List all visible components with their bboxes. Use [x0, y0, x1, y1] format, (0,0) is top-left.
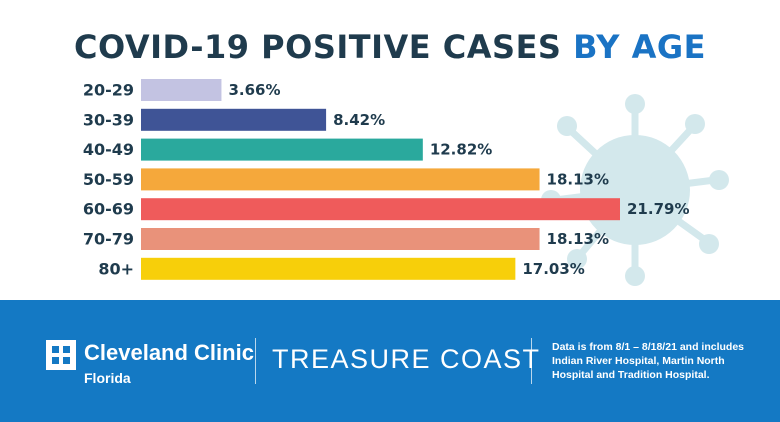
- footer-banner: Cleveland Clinic Florida TREASURE COAST …: [0, 300, 780, 422]
- bar-chart: 20-29 3.66% 30-39 8.42% 40-49 12.82% 50-59 18.1…: [83, 79, 689, 280]
- chart-title: COVID-19 POSITIVE CASES BY AGE: [0, 28, 780, 66]
- value-label: 18.13%: [547, 230, 609, 248]
- bar: [141, 108, 327, 131]
- value-label: 17.03%: [522, 260, 584, 278]
- region-name: TREASURE COAST: [272, 344, 541, 374]
- bar: [141, 168, 540, 191]
- footer-divider: [255, 338, 256, 384]
- category-label: 60-69: [83, 200, 134, 219]
- virus-icon: [541, 94, 729, 286]
- data-source-note: Data is from 8/1 – 8/18/21 and includes …: [552, 341, 744, 381]
- value-label: 12.82%: [430, 141, 492, 159]
- category-label: 80+: [98, 259, 134, 278]
- category-label: 20-29: [83, 81, 134, 100]
- category-label: 70-79: [83, 230, 134, 249]
- title-accent: BY AGE: [573, 28, 706, 66]
- bar: [141, 138, 423, 161]
- footer-divider: [531, 338, 532, 384]
- brand-subtitle: Florida: [84, 370, 131, 386]
- bar: [141, 228, 540, 250]
- category-label: 30-39: [83, 110, 134, 129]
- value-label: 8.42%: [333, 111, 385, 129]
- category-label: 40-49: [83, 140, 134, 159]
- brand-name: Cleveland Clinic: [84, 340, 254, 365]
- value-label: 18.13%: [547, 170, 609, 188]
- category-label: 50-59: [83, 170, 134, 189]
- value-label: 21.79%: [627, 200, 689, 218]
- cleveland-clinic-logo-icon: [46, 340, 76, 370]
- value-label: 3.66%: [228, 81, 280, 99]
- title-main: COVID-19 POSITIVE CASES: [74, 28, 562, 66]
- bar: [141, 198, 620, 221]
- bar: [141, 79, 222, 101]
- bar: [141, 257, 516, 280]
